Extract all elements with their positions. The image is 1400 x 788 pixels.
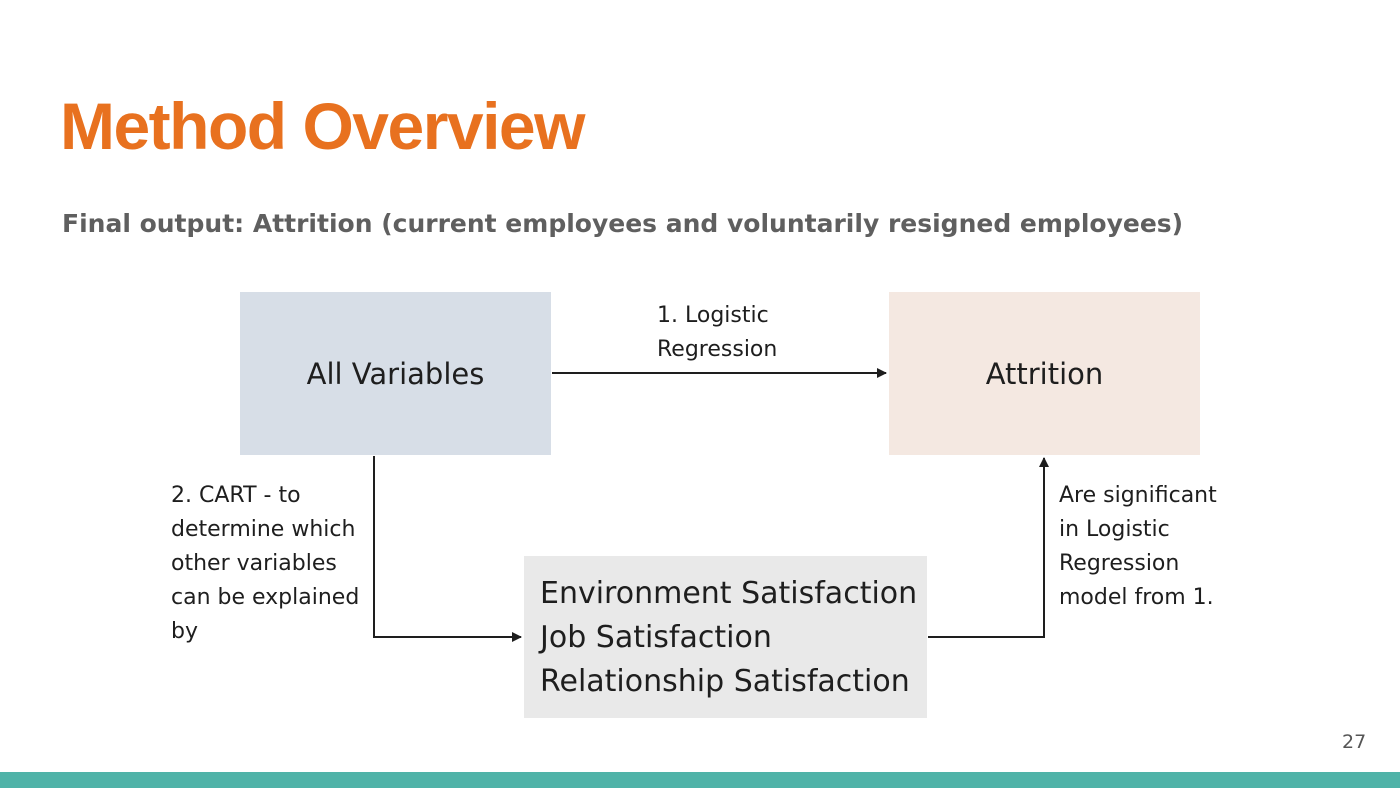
edge-label-line: Regression <box>1059 551 1180 576</box>
edge-label-line: by <box>171 619 198 644</box>
edge-label-line: determine which <box>171 517 356 542</box>
node-satisfaction: Environment Satisfaction Job Satisfactio… <box>524 556 927 718</box>
slide-subtitle: Final output: Attrition (current employe… <box>62 209 1184 238</box>
edge-label-cart: 2. CART - to determine which other varia… <box>171 479 359 649</box>
satisfaction-line: Environment Satisfaction <box>540 576 918 611</box>
satisfaction-line: Job Satisfaction <box>540 620 772 655</box>
edge-label-logistic: 1. Logistic Regression <box>657 299 777 367</box>
arrow-cart <box>373 456 522 642</box>
slide-title: Method Overview <box>60 89 585 163</box>
edge-label-line: 2. CART - to <box>171 483 301 508</box>
arrow-significant <box>928 457 1049 638</box>
edge-label-line: in Logistic <box>1059 517 1170 542</box>
node-attrition: Attrition <box>889 292 1200 455</box>
node-attrition-label: Attrition <box>985 356 1104 391</box>
edge-label-significant: Are significant in Logistic Regression m… <box>1059 479 1217 615</box>
footer-bar <box>0 772 1400 788</box>
node-all-variables: All Variables <box>240 292 551 455</box>
edge-label-line: other variables <box>171 551 337 576</box>
edge-label-line: Regression <box>657 337 778 362</box>
page-number: 27 <box>1342 731 1367 753</box>
node-all-variables-label: All Variables <box>306 356 485 391</box>
edge-label-line: can be explained <box>171 585 360 610</box>
edge-label-line: Are significant <box>1059 483 1217 508</box>
edge-label-line: model from 1. <box>1059 585 1214 610</box>
satisfaction-line: Relationship Satisfaction <box>540 664 910 699</box>
edge-label-line: 1. Logistic <box>657 303 769 328</box>
